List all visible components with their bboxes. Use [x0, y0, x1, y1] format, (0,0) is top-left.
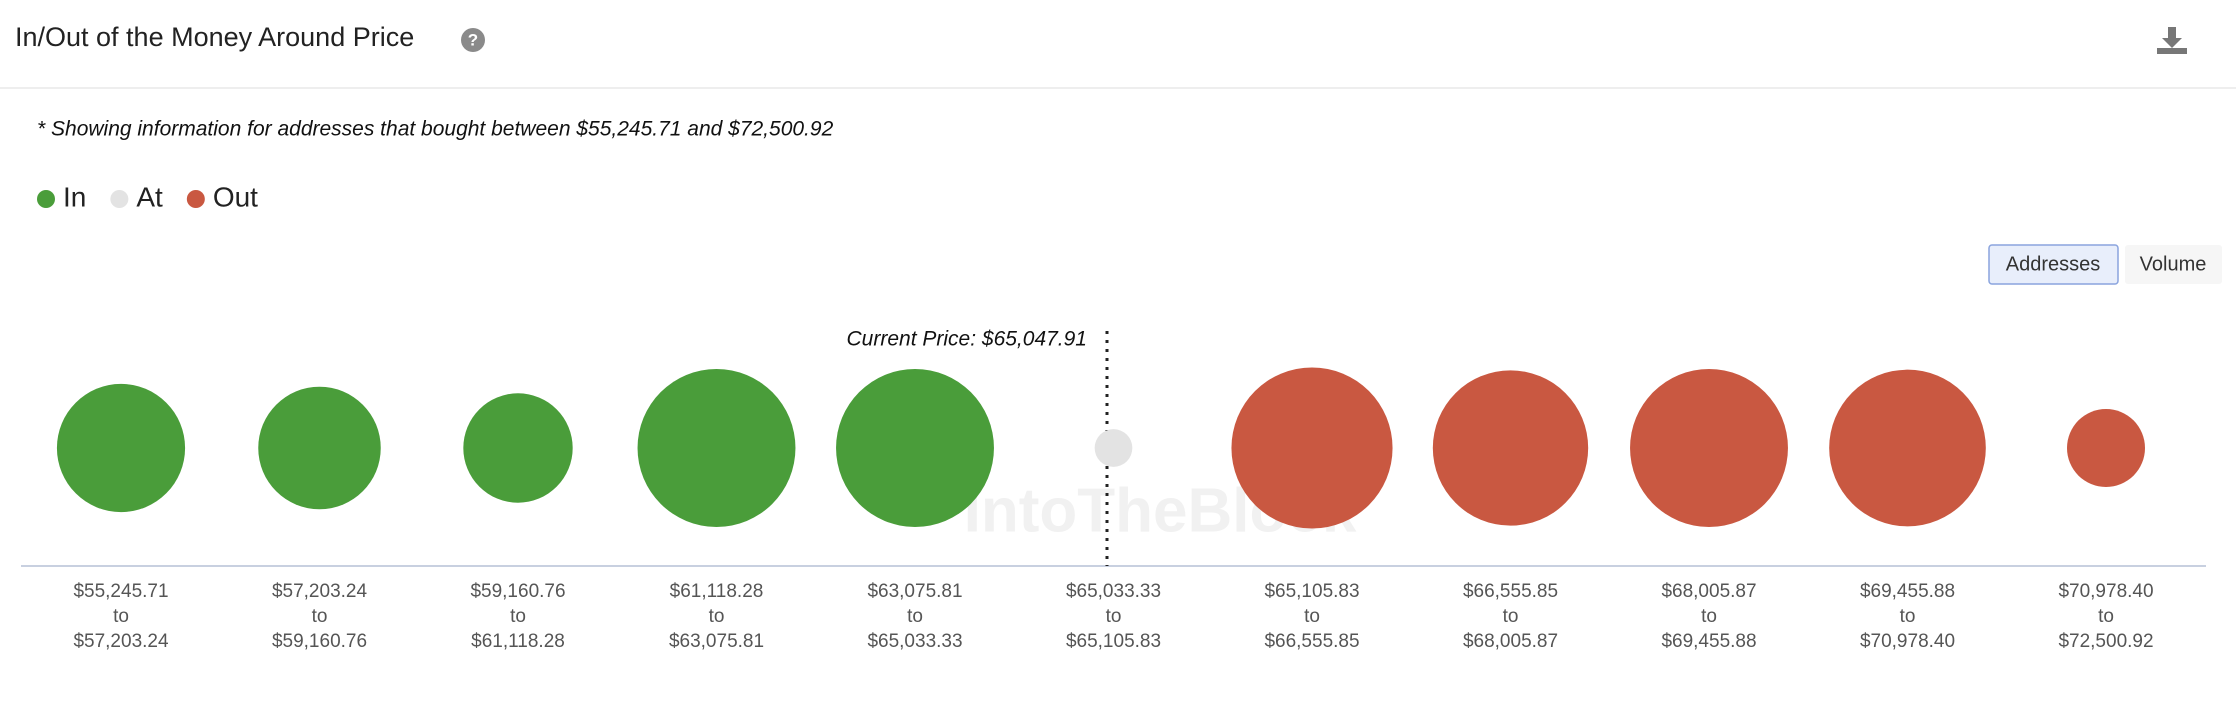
legend-label: In	[63, 181, 86, 212]
x-tick-label: $59,160.76	[470, 581, 565, 602]
x-tick-label: $70,978.40	[2058, 581, 2153, 602]
x-tick-label: $57,203.24	[272, 581, 368, 602]
x-tick-label: $63,075.81	[669, 631, 764, 652]
x-tick-label: $69,455.88	[1860, 581, 1955, 602]
x-tick-label: to	[1701, 606, 1717, 627]
button-label: Volume	[2140, 253, 2207, 275]
addresses-button[interactable]: Addresses	[1988, 244, 2119, 285]
x-tick-label: $66,555.85	[1264, 631, 1359, 652]
title: In/Out of the Money Around Price	[15, 22, 414, 52]
legend: In At Out	[37, 181, 258, 212]
x-tick-label: $65,105.83	[1264, 581, 1359, 602]
x-tick-label: to	[709, 606, 725, 627]
button-label: Addresses	[2006, 253, 2101, 275]
bubble	[836, 369, 994, 527]
x-tick-label: to	[907, 606, 923, 627]
x-tick-label: $65,105.83	[1066, 631, 1161, 652]
download-icon[interactable]	[2157, 27, 2187, 54]
bubble	[637, 369, 796, 527]
x-tick-label: $68,005.87	[1463, 631, 1558, 652]
bubble	[2067, 409, 2145, 487]
x-tick-label: to	[1503, 606, 1519, 627]
bubble	[1630, 369, 1788, 527]
x-tick-label: $55,245.71	[73, 581, 168, 602]
x-tick-label: $72,500.92	[2058, 631, 2153, 652]
x-tick-label: $70,978.40	[1860, 631, 1955, 652]
svg-text:?: ?	[468, 30, 478, 49]
bubble	[258, 386, 381, 510]
x-tick-label: $68,005.87	[1661, 581, 1756, 602]
x-tick-label: to	[1900, 606, 1916, 627]
bubble	[463, 393, 573, 503]
help-icon[interactable]: ?	[461, 28, 485, 52]
legend-dot	[37, 190, 55, 208]
note: * Showing information for addresses that…	[37, 118, 834, 141]
x-tick-label: $65,033.33	[1066, 581, 1161, 602]
bubble	[1094, 429, 1133, 467]
x-tick-label: to	[1304, 606, 1320, 627]
bubble	[1829, 369, 1986, 527]
x-tick-label: $69,455.88	[1661, 631, 1756, 652]
x-tick-label: $61,118.28	[670, 581, 764, 602]
x-tick-label: to	[2098, 606, 2114, 627]
x-tick-label: to	[113, 606, 129, 627]
x-tick-label: $57,203.24	[73, 631, 169, 652]
bubble	[1432, 370, 1589, 526]
legend-label: At	[136, 181, 163, 212]
current-price-label: Current Price: $65,047.91	[847, 328, 1087, 351]
x-tick-label: to	[510, 606, 526, 627]
x-tick-label: to	[1106, 606, 1122, 627]
x-tick-label: to	[312, 606, 328, 627]
volume-button[interactable]: Volume	[2125, 245, 2222, 284]
x-tick-label: $65,033.33	[867, 631, 962, 652]
legend-dot	[186, 190, 205, 208]
legend-label: Out	[213, 181, 258, 212]
bubble	[1231, 367, 1393, 529]
x-tick-label: $61,118.28	[471, 631, 565, 652]
bubble	[56, 383, 186, 513]
legend-dot	[110, 190, 129, 208]
x-tick-label: $66,555.85	[1463, 581, 1558, 602]
x-tick-label: $59,160.76	[272, 631, 367, 652]
x-tick-label: $63,075.81	[867, 581, 962, 602]
